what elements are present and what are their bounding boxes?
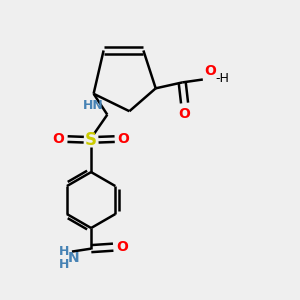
Text: O: O (204, 64, 216, 78)
Text: S: S (85, 131, 97, 149)
Text: H: H (59, 245, 69, 258)
Text: HN: HN (83, 99, 104, 112)
Text: O: O (53, 132, 64, 146)
Text: O: O (118, 132, 130, 146)
Text: H: H (59, 258, 69, 271)
Text: -H: -H (215, 72, 229, 86)
Text: N: N (68, 251, 79, 265)
Text: O: O (116, 240, 128, 254)
Text: O: O (178, 106, 190, 121)
